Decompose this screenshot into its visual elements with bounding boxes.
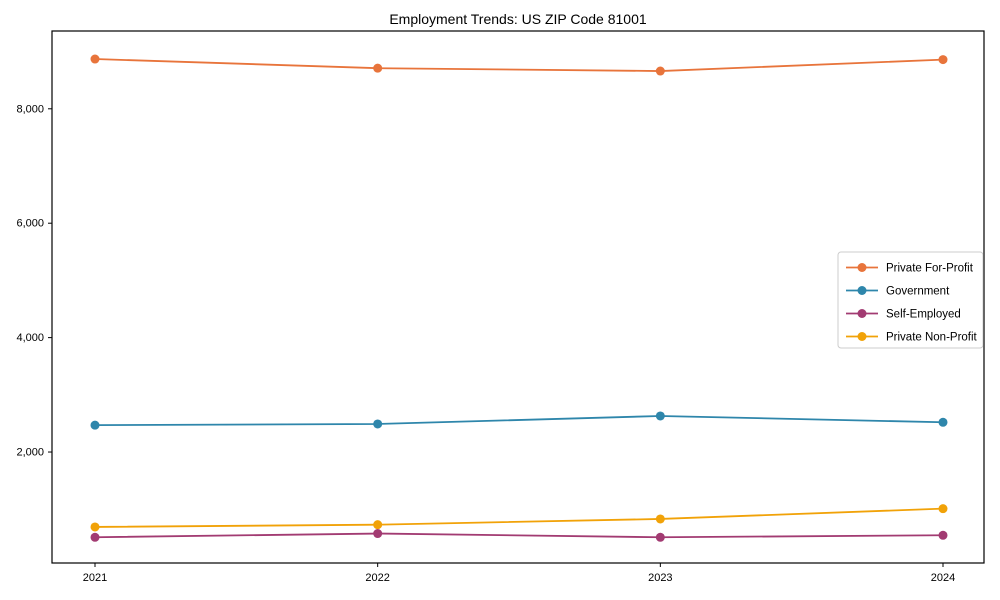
x-axis-tick-label: 2022: [365, 572, 389, 584]
y-axis-tick-label: 2,000: [16, 447, 44, 459]
legend-label-self-employed: Self-Employed: [886, 309, 961, 321]
legend-marker-private-for-profit: [857, 263, 867, 272]
legend: [837, 251, 984, 349]
y-axis-tick-label: 4,000: [16, 332, 44, 344]
legend-label-government: Government: [886, 286, 950, 298]
series-marker-private-for-profit: [373, 63, 383, 73]
series-marker-private-for-profit: [938, 55, 948, 65]
series-marker-government: [938, 417, 948, 427]
x-axis-tick-label: 2023: [648, 572, 672, 584]
series-marker-self-employed: [938, 530, 948, 540]
chart-title: Employment Trends: US ZIP Code 81001: [389, 11, 647, 27]
y-axis-tick-label: 6,000: [16, 218, 44, 230]
legend-marker-self-employed: [857, 309, 867, 318]
series-marker-private-for-profit: [655, 66, 665, 76]
legend-label-private-non-profit: Private Non-Profit: [886, 332, 978, 344]
series-marker-government: [90, 420, 100, 430]
x-axis-tick-label: 2024: [931, 572, 955, 584]
series-marker-private-non-profit: [938, 504, 948, 514]
series-line-private-non-profit: [94, 507, 944, 528]
series-marker-self-employed: [373, 529, 383, 539]
series-line-private-for-profit: [94, 58, 944, 72]
series-marker-government: [373, 419, 383, 429]
series-line-self-employed: [94, 532, 944, 539]
series-marker-private-for-profit: [90, 54, 100, 64]
series-marker-private-non-profit: [373, 520, 383, 530]
legend-marker-private-non-profit: [857, 332, 867, 341]
plot-area: [51, 30, 985, 564]
y-axis-tick-label: 8,000: [16, 103, 44, 115]
series-marker-self-employed: [655, 532, 665, 542]
series-marker-private-non-profit: [90, 522, 100, 532]
x-axis-tick-label: 2021: [83, 572, 107, 584]
legend-marker-government: [857, 286, 867, 295]
legend-label-private-for-profit: Private For-Profit: [886, 263, 974, 275]
series-marker-private-non-profit: [655, 514, 665, 524]
series-marker-government: [655, 411, 665, 421]
series-line-government: [94, 415, 944, 427]
series-marker-self-employed: [90, 532, 100, 542]
